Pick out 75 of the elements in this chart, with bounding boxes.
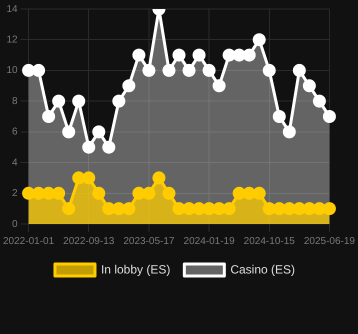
point xyxy=(212,79,226,92)
point xyxy=(132,186,146,200)
point xyxy=(212,202,226,216)
point xyxy=(172,48,186,62)
point xyxy=(222,202,236,216)
point xyxy=(122,202,136,216)
point xyxy=(272,110,286,123)
point xyxy=(142,64,156,77)
point xyxy=(122,79,136,92)
point xyxy=(192,48,206,62)
point xyxy=(252,186,266,200)
point xyxy=(162,186,176,200)
point xyxy=(62,202,76,216)
point xyxy=(202,202,216,216)
point xyxy=(112,94,126,108)
x-tick-label: 2022-09-13 xyxy=(63,236,115,247)
legend-label: Casino (ES) xyxy=(230,262,296,276)
y-tick-label: 8 xyxy=(12,96,18,107)
point xyxy=(42,186,56,200)
x-tick-label: 2022-01-01 xyxy=(3,236,55,247)
y-tick-label: 0 xyxy=(12,218,18,230)
y-tick-label: 2 xyxy=(12,188,18,200)
legend-label: In lobby (ES) xyxy=(100,262,170,276)
point xyxy=(232,186,246,200)
point xyxy=(32,186,46,200)
point xyxy=(72,94,86,108)
point xyxy=(252,33,266,46)
x-tick-label: 2024-10-15 xyxy=(244,236,296,247)
point xyxy=(82,140,96,154)
point xyxy=(182,64,196,77)
point xyxy=(262,202,276,216)
point xyxy=(322,110,336,123)
y-tick-label: 4 xyxy=(12,157,18,168)
point xyxy=(132,48,146,62)
point xyxy=(282,125,296,138)
point xyxy=(52,186,66,200)
point xyxy=(292,64,306,77)
point xyxy=(302,202,316,216)
point xyxy=(302,79,316,92)
point xyxy=(112,202,126,216)
point xyxy=(92,186,106,200)
point xyxy=(72,171,86,184)
point xyxy=(102,140,116,154)
point xyxy=(62,125,76,138)
point xyxy=(262,64,276,77)
y-tick-label: 12 xyxy=(6,34,18,46)
point xyxy=(242,186,256,200)
point xyxy=(312,94,326,108)
y-tick-label: 6 xyxy=(12,126,18,138)
point xyxy=(322,202,336,216)
point xyxy=(142,186,156,200)
point xyxy=(152,171,166,184)
point xyxy=(92,125,106,138)
x-tick-label: 2024-01-19 xyxy=(184,236,236,247)
point xyxy=(272,202,286,216)
point xyxy=(312,202,326,216)
point xyxy=(222,48,236,62)
point xyxy=(102,202,116,216)
point xyxy=(282,202,296,216)
y-tick-label: 14 xyxy=(6,4,18,15)
point xyxy=(42,110,56,123)
point xyxy=(192,202,206,216)
point xyxy=(202,64,216,77)
point xyxy=(232,48,246,62)
point xyxy=(32,64,46,77)
point xyxy=(172,202,186,216)
y-tick-label: 10 xyxy=(6,65,18,76)
point xyxy=(162,64,176,77)
point xyxy=(182,202,196,216)
x-tick-label: 2023-05-17 xyxy=(123,236,175,247)
x-tick-label: 2025-06-19 xyxy=(304,236,356,247)
point xyxy=(292,202,306,216)
point xyxy=(52,94,66,108)
point xyxy=(242,48,256,62)
point xyxy=(82,171,96,184)
